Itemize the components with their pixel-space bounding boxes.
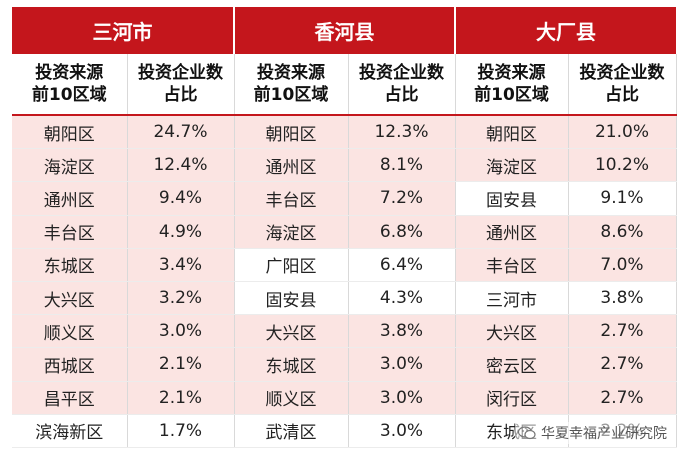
table-row: 海淀区 12.4% 通州区 8.1% 海淀区 10.2% [12, 148, 677, 183]
share-cell: 24.7% [127, 115, 235, 150]
column-header-share: 投资企业数 占比 [127, 54, 235, 116]
share-cell: 12.3% [348, 115, 456, 150]
share-cell: 3.8% [568, 281, 677, 316]
share-cell: 3.0% [348, 347, 456, 382]
share-cell: 4.9% [127, 215, 235, 249]
share-cell: 3.0% [348, 381, 456, 415]
table-row: 丰台区 4.9% 海淀区 6.8% 通州区 8.6% [12, 215, 677, 249]
share-cell: 8.1% [348, 148, 456, 183]
share-cell: 3.2% [127, 281, 235, 316]
share-cell: 10.2% [568, 148, 677, 183]
data-table-container: 三河市 香河县 大厂县 投资来源 前10区域 投资企业数 占比 投资来源 前10区域 … [12, 7, 677, 449]
area-cell: 东城区 [234, 347, 349, 382]
area-cell: 通州区 [12, 181, 128, 216]
share-cell: 2.7% [568, 347, 677, 382]
table-row: 大兴区 3.2% 固安县 4.3% 三河市 3.8% [12, 281, 677, 316]
area-cell: 昌平区 [12, 381, 128, 415]
table-row: 顺义区 3.0% 大兴区 3.8% 大兴区 2.7% [12, 314, 677, 349]
area-cell: 滨海新区 [12, 414, 128, 448]
area-cell: 朝阳区 [234, 115, 349, 150]
area-cell: 顺义区 [234, 381, 349, 415]
area-cell: 顺义区 [12, 314, 128, 349]
share-cell: 9.1% [568, 181, 677, 216]
share-cell: 3.0% [127, 314, 235, 349]
area-cell: 丰台区 [12, 215, 128, 249]
area-cell: 武清区 [234, 414, 349, 448]
region-header-sanhe: 三河市 [12, 7, 235, 54]
area-cell: 密云区 [455, 347, 569, 382]
share-cell: 3.4% [127, 248, 235, 282]
share-cell: 6.4% [348, 248, 456, 282]
share-cell: 21.0% [568, 115, 677, 150]
area-cell: 通州区 [455, 215, 569, 249]
area-cell: 海淀区 [455, 148, 569, 183]
area-cell: 丰台区 [234, 181, 349, 216]
area-cell: 丰台区 [455, 248, 569, 282]
table-row: 东城区 3.4% 广阳区 6.4% 丰台区 7.0% [12, 248, 677, 282]
watermark: 华夏幸福产业研究院 [515, 422, 670, 444]
column-header-row: 投资来源 前10区域 投资企业数 占比 投资来源 前10区域 投资企业数 占比 投资来源… [12, 54, 677, 116]
column-header-source: 投资来源 前10区域 [12, 54, 128, 116]
share-cell: 8.6% [568, 215, 677, 249]
table-row: 朝阳区 24.7% 朝阳区 12.3% 朝阳区 21.0% [12, 115, 677, 150]
area-cell: 朝阳区 [12, 115, 128, 150]
column-header-source: 投资来源 前10区域 [234, 54, 349, 116]
region-header-row: 三河市 香河县 大厂县 [12, 7, 676, 54]
area-cell: 朝阳区 [455, 115, 569, 150]
share-cell: 3.8% [348, 314, 456, 349]
table-row: 昌平区 2.1% 顺义区 3.0% 闵行区 2.7% [12, 381, 677, 415]
share-cell: 4.3% [348, 281, 456, 316]
wechat-icon [518, 426, 536, 440]
column-header-source: 投资来源 前10区域 [455, 54, 569, 116]
area-cell: 大兴区 [12, 281, 128, 316]
area-cell: 海淀区 [234, 215, 349, 249]
column-header-share: 投资企业数 占比 [568, 54, 677, 116]
area-cell: 东城区 [12, 248, 128, 282]
share-cell: 3.0% [348, 414, 456, 448]
share-cell: 2.7% [568, 314, 677, 349]
area-cell: 通州区 [234, 148, 349, 183]
area-cell: 西城区 [12, 347, 128, 382]
share-cell: 12.4% [127, 148, 235, 183]
share-cell: 2.7% [568, 381, 677, 415]
share-cell: 6.8% [348, 215, 456, 249]
share-cell: 7.2% [348, 181, 456, 216]
investment-source-table: 三河市 香河县 大厂县 投资来源 前10区域 投资企业数 占比 投资来源 前10区域 … [12, 7, 677, 448]
share-cell: 9.4% [127, 181, 235, 216]
area-cell: 固安县 [455, 181, 569, 216]
area-cell: 固安县 [234, 281, 349, 316]
area-cell: 大兴区 [455, 314, 569, 349]
column-header-share: 投资企业数 占比 [348, 54, 456, 116]
share-cell: 1.7% [127, 414, 235, 448]
area-cell: 海淀区 [12, 148, 128, 183]
area-cell: 闵行区 [455, 381, 569, 415]
area-cell: 广阳区 [234, 248, 349, 282]
region-header-dachang: 大厂县 [455, 7, 676, 54]
table-row: 西城区 2.1% 东城区 3.0% 密云区 2.7% [12, 347, 677, 382]
share-cell: 7.0% [568, 248, 677, 282]
watermark-text: 华夏幸福产业研究院 [541, 426, 667, 442]
region-header-xianghe: 香河县 [234, 7, 456, 54]
share-cell: 2.1% [127, 347, 235, 382]
share-cell: 2.1% [127, 381, 235, 415]
area-cell: 大兴区 [234, 314, 349, 349]
table-row: 通州区 9.4% 丰台区 7.2% 固安县 9.1% [12, 181, 677, 216]
area-cell: 三河市 [455, 281, 569, 316]
